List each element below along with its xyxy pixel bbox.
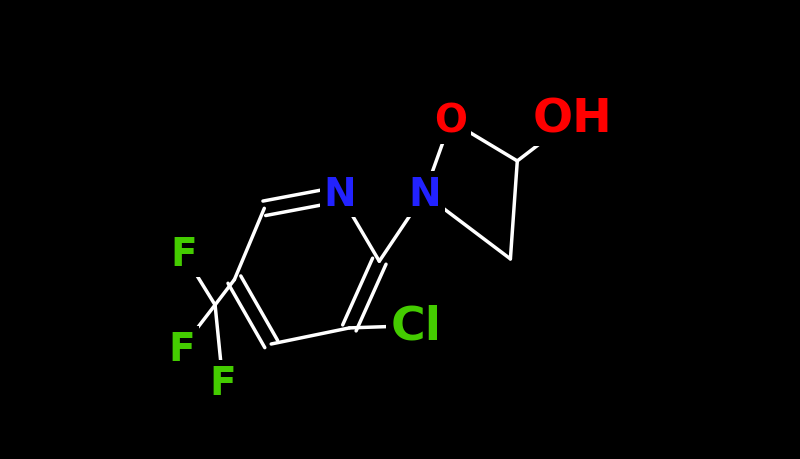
- Text: OH: OH: [533, 97, 612, 142]
- Text: F: F: [210, 364, 236, 402]
- Text: O: O: [434, 103, 467, 140]
- Text: N: N: [323, 176, 356, 213]
- Text: N: N: [408, 176, 441, 213]
- Text: F: F: [168, 330, 195, 368]
- Text: F: F: [170, 236, 197, 274]
- Text: Cl: Cl: [390, 303, 442, 348]
